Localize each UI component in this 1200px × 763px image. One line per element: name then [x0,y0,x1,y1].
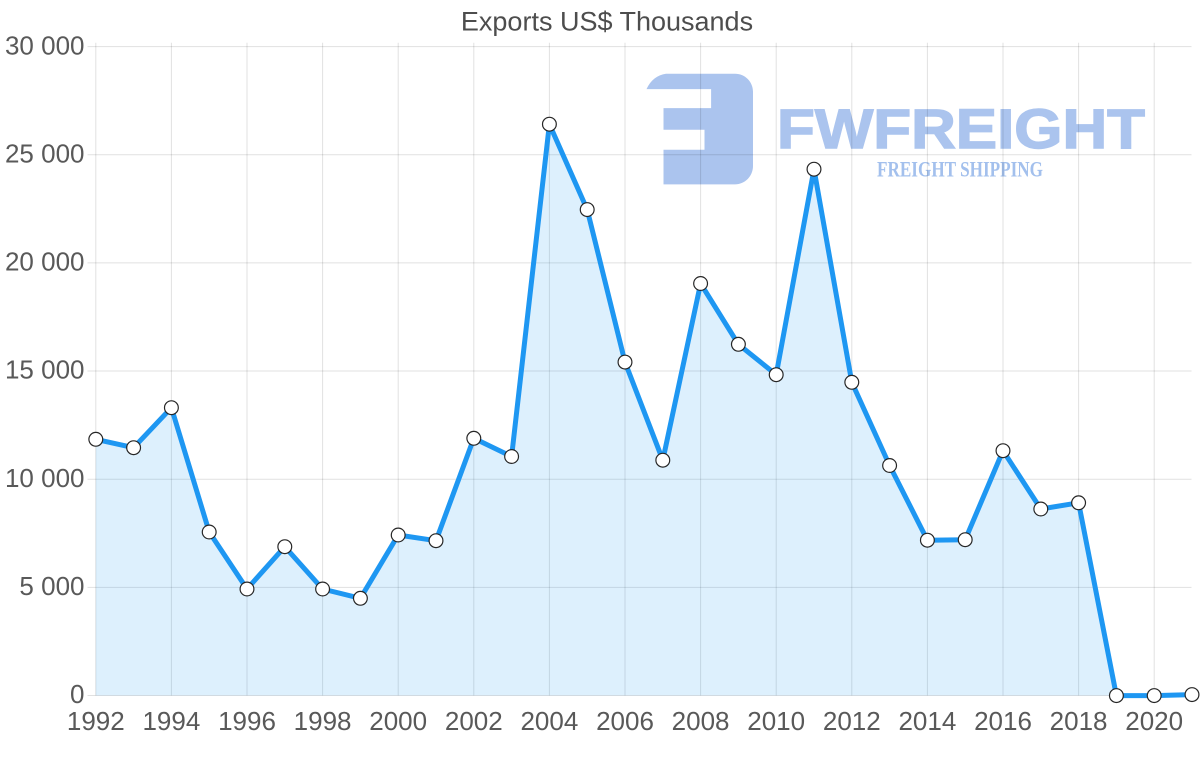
svg-text:2014: 2014 [898,706,956,736]
svg-text:20 000: 20 000 [5,247,85,277]
svg-text:Exports US$ Thousands: Exports US$ Thousands [461,7,753,37]
svg-text:2000: 2000 [369,706,427,736]
svg-text:10 000: 10 000 [5,463,85,493]
svg-text:2002: 2002 [445,706,503,736]
svg-text:0: 0 [70,679,84,709]
svg-text:2020: 2020 [1125,706,1183,736]
svg-text:2016: 2016 [974,706,1032,736]
svg-text:2006: 2006 [596,706,654,736]
svg-text:1998: 1998 [294,706,352,736]
svg-text:2012: 2012 [823,706,881,736]
svg-text:5 000: 5 000 [19,571,84,601]
svg-text:2004: 2004 [520,706,578,736]
svg-text:FREIGHT SHIPPING: FREIGHT SHIPPING [877,156,1043,181]
svg-text:30 000: 30 000 [5,30,85,60]
svg-text:15 000: 15 000 [5,355,85,385]
svg-text:2008: 2008 [672,706,730,736]
svg-text:1996: 1996 [218,706,276,736]
svg-text:2018: 2018 [1050,706,1108,736]
svg-text:2010: 2010 [747,706,805,736]
svg-text:25 000: 25 000 [5,138,85,168]
svg-text:1992: 1992 [67,706,125,736]
svg-text:FWFREIGHT: FWFREIGHT [777,97,1145,160]
svg-text:1994: 1994 [142,706,200,736]
